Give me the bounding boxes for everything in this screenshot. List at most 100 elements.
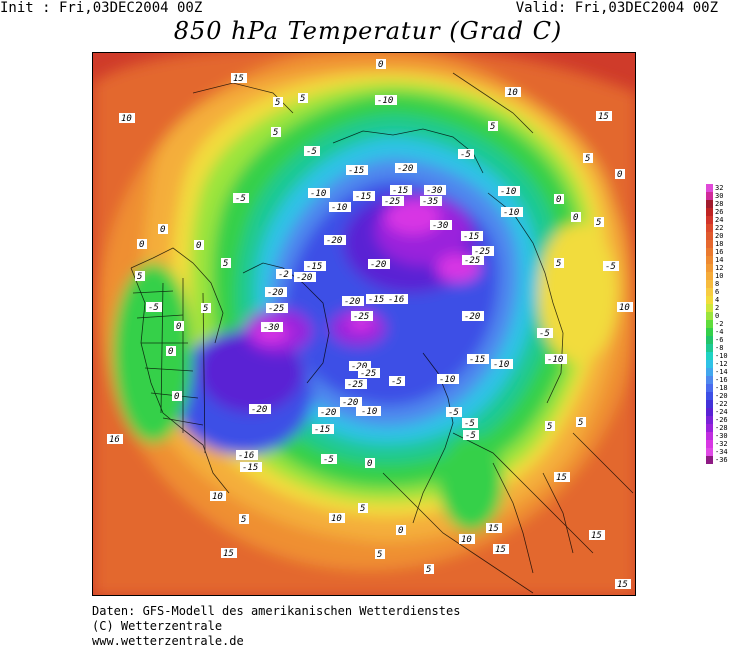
contour-label: -25	[266, 303, 288, 314]
contour-label-text: 15	[233, 74, 244, 84]
contour-label-text: -16	[238, 451, 254, 461]
contour-label-box	[424, 185, 446, 195]
contour-label: -16	[386, 294, 408, 305]
contour-label-box	[194, 240, 204, 250]
contour-label-box	[545, 421, 555, 431]
temperature-map: 15 0 10 5 5 -10 10 15 5 -5 5 -5 -15 -20 5 -5 -10 -15 -15 -2…	[92, 52, 636, 596]
contour-label-box	[462, 418, 478, 428]
contour-label-box	[554, 472, 570, 482]
contour-label-box	[376, 59, 386, 69]
color-legend-label: -26	[715, 416, 728, 424]
contour-label-box	[318, 407, 340, 417]
contour-label: -20	[349, 361, 371, 372]
contour-label: 16	[107, 434, 123, 445]
contour-label-text: -15	[469, 355, 485, 365]
contour-label-text: 0	[398, 526, 403, 536]
contour-label: -25	[382, 196, 404, 207]
contour-label-box	[501, 207, 523, 217]
contour-label: 15	[221, 548, 237, 559]
color-legend-swatch	[706, 224, 713, 232]
color-legend-swatch	[706, 240, 713, 248]
contour-label-box	[261, 322, 283, 332]
color-legend-swatch	[706, 440, 713, 448]
contour-label: -30	[424, 185, 446, 196]
contour-label-text: -10	[547, 355, 563, 365]
contour-label-box	[390, 185, 412, 195]
contour-label-box	[146, 302, 162, 312]
contour-label-text: 5	[547, 422, 552, 432]
contour-label-text: -10	[310, 189, 326, 199]
contour-label-box	[446, 407, 462, 417]
contour-label: 0	[571, 212, 581, 223]
contour-label: -5	[537, 328, 553, 339]
color-legend-swatch	[706, 360, 713, 368]
contour-label: 15	[493, 544, 509, 555]
color-legend-label: -20	[715, 392, 728, 400]
contour-label-box	[396, 525, 406, 535]
contour-label: -20	[395, 163, 417, 174]
contour-label-text: -20	[370, 260, 386, 270]
contour-label: 10	[505, 87, 521, 98]
contour-label-text: -25	[384, 197, 400, 207]
contour-label-text: -20	[326, 236, 342, 246]
contour-label-box	[545, 354, 567, 364]
contour-label-box	[386, 294, 408, 304]
contour-label-text: -20	[351, 362, 367, 372]
contour-label-text: -25	[268, 304, 284, 314]
contour-label-text: -5	[539, 329, 550, 339]
contour-label: -10	[498, 186, 520, 197]
contour-label-box	[424, 564, 434, 574]
contour-label-text: -5	[391, 377, 402, 387]
contour-label-text: -15	[348, 166, 364, 176]
contour-label: 5	[375, 549, 385, 560]
contour-label: -10	[329, 202, 351, 213]
contour-label: -15	[346, 165, 368, 176]
contour-label-box	[304, 146, 320, 156]
color-legend-swatch	[706, 344, 713, 352]
contour-label-text: 5	[275, 98, 280, 108]
color-legend-label: 14	[715, 256, 723, 264]
contour-label-box	[276, 269, 292, 279]
color-legend-swatch	[706, 392, 713, 400]
contour-label-text: -15	[392, 186, 408, 196]
contour-label-box	[329, 513, 345, 523]
contour-label-box	[321, 454, 337, 464]
contour-label-text: 5	[556, 259, 561, 269]
contour-label: 0	[172, 391, 182, 402]
contour-label-box	[491, 359, 513, 369]
contour-label-text: -5	[323, 455, 334, 465]
contour-label-box	[615, 169, 625, 179]
contour-label: -10	[501, 207, 523, 218]
color-legend-swatch	[706, 296, 713, 304]
contour-label-box	[617, 302, 633, 312]
color-legend-swatch	[706, 192, 713, 200]
contour-label-text: -5	[235, 194, 246, 204]
contour-label-text: 5	[377, 550, 382, 560]
contour-label-box	[395, 163, 417, 173]
contour-label-box	[298, 93, 308, 103]
contour-label-box	[137, 239, 147, 249]
contour-label: 0	[554, 194, 564, 205]
color-legend-swatch	[706, 368, 713, 376]
contour-label: -30	[261, 322, 283, 333]
contour-label: -5	[304, 146, 320, 157]
contour-label-box	[554, 194, 564, 204]
contour-label-text: 16	[109, 435, 120, 445]
color-legend-swatches	[706, 184, 713, 464]
contour-label-box	[554, 258, 564, 268]
contour-label-box	[174, 321, 184, 331]
contour-label-text: -20	[344, 297, 360, 307]
contour-label: 15	[596, 111, 612, 122]
contour-label-text: 0	[196, 241, 201, 251]
color-legend-label: -24	[715, 408, 728, 416]
contour-label-text: 0	[176, 322, 181, 332]
color-legend-label: 30	[715, 192, 723, 200]
contour-label-box	[486, 523, 502, 533]
color-legend-label: -6	[715, 336, 723, 344]
contour-label: 10	[119, 113, 135, 124]
color-legend-label: -2	[715, 320, 723, 328]
contour-label-box	[221, 548, 237, 558]
contour-label-box	[158, 224, 168, 234]
color-legend-swatch	[706, 200, 713, 208]
color-legend-label: -12	[715, 360, 728, 368]
